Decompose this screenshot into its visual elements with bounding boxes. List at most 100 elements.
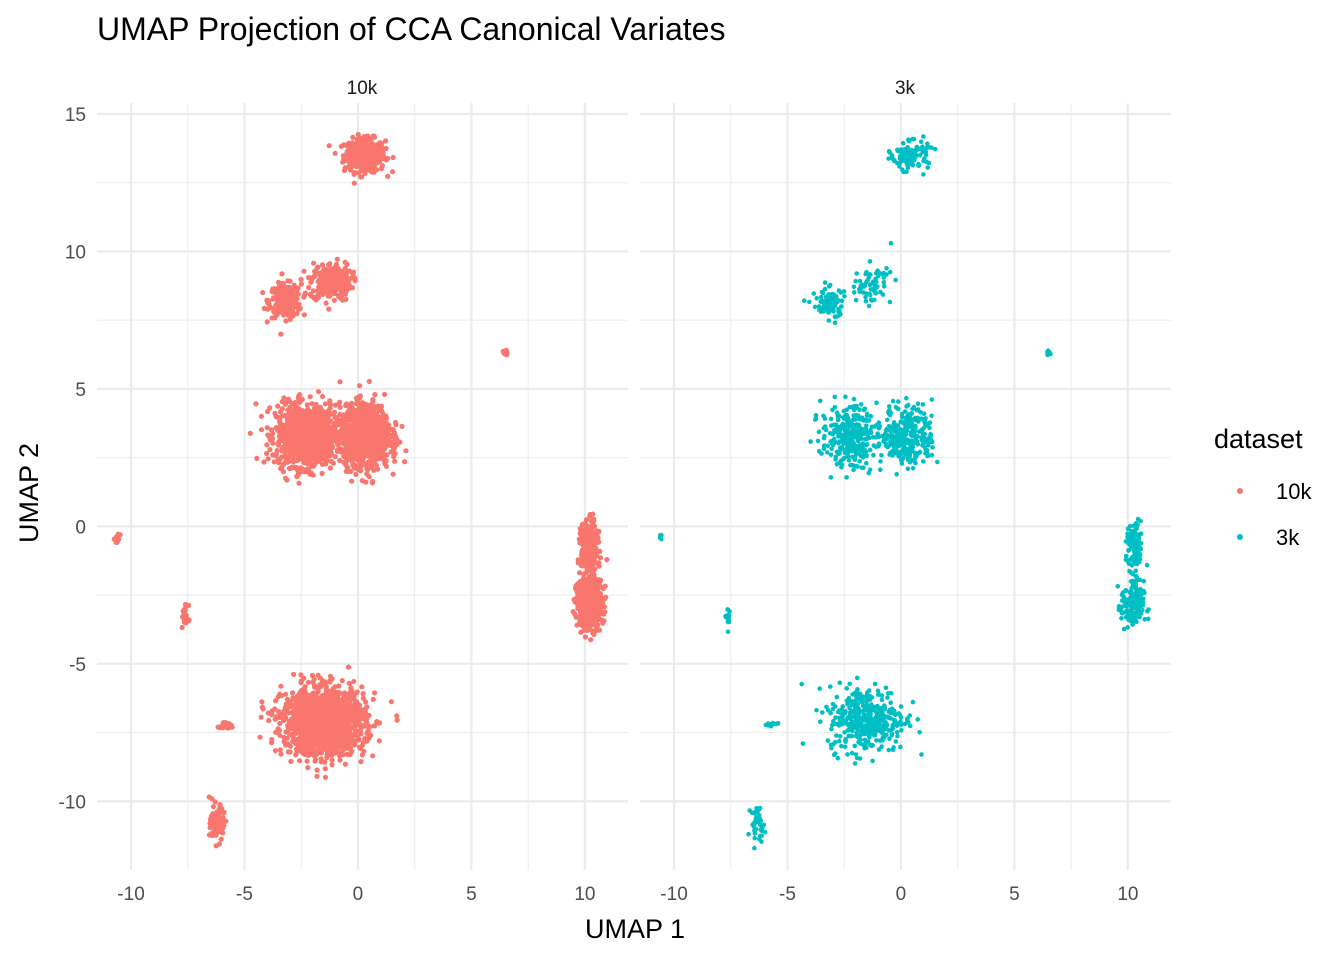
data-point bbox=[269, 289, 274, 294]
data-point bbox=[306, 427, 311, 432]
data-point bbox=[390, 169, 395, 174]
data-point bbox=[577, 537, 582, 542]
data-point bbox=[593, 550, 598, 555]
data-point bbox=[343, 266, 348, 271]
data-point bbox=[337, 270, 342, 275]
data-point bbox=[368, 403, 373, 408]
data-point bbox=[329, 282, 334, 287]
data-point bbox=[361, 696, 366, 701]
data-point bbox=[289, 444, 294, 449]
data-point bbox=[294, 419, 299, 424]
facet-strip-label: 10k bbox=[347, 78, 378, 99]
data-point bbox=[278, 747, 283, 752]
data-point bbox=[365, 430, 370, 435]
data-point bbox=[326, 307, 331, 312]
data-point bbox=[281, 312, 286, 317]
data-point bbox=[603, 584, 608, 589]
data-point bbox=[357, 465, 362, 470]
data-point bbox=[290, 428, 295, 433]
data-point bbox=[265, 319, 270, 324]
x-axis-label: UMAP 1 bbox=[585, 914, 685, 944]
data-point bbox=[586, 558, 591, 563]
data-point bbox=[376, 451, 381, 456]
data-point bbox=[367, 440, 372, 445]
data-point bbox=[368, 424, 373, 429]
data-point bbox=[365, 465, 370, 470]
data-point bbox=[357, 437, 362, 442]
data-point bbox=[303, 291, 308, 296]
data-point bbox=[319, 275, 324, 280]
data-point bbox=[326, 262, 331, 267]
data-point bbox=[298, 277, 303, 282]
data-point bbox=[337, 447, 342, 452]
data-point bbox=[316, 673, 321, 678]
data-point bbox=[383, 414, 388, 419]
data-point bbox=[278, 684, 283, 689]
data-point bbox=[332, 415, 337, 420]
data-point bbox=[583, 634, 588, 639]
data-point bbox=[585, 582, 590, 587]
data-point bbox=[324, 459, 329, 464]
data-point bbox=[383, 138, 388, 143]
data-point bbox=[587, 610, 592, 615]
data-point bbox=[323, 401, 328, 406]
data-point bbox=[321, 425, 326, 430]
data-point bbox=[587, 596, 592, 601]
data-point bbox=[343, 417, 348, 422]
data-point bbox=[371, 409, 376, 414]
data-point bbox=[399, 424, 404, 429]
data-point bbox=[342, 168, 347, 173]
data-point bbox=[314, 774, 319, 779]
y-axis-label: UMAP 2 bbox=[14, 443, 44, 543]
data-point bbox=[356, 132, 361, 137]
data-point bbox=[277, 439, 282, 444]
data-point bbox=[594, 530, 599, 535]
data-point bbox=[259, 427, 264, 432]
data-point bbox=[301, 413, 306, 418]
x-tick-label: -10 bbox=[117, 884, 144, 905]
data-point bbox=[391, 155, 396, 160]
data-point bbox=[305, 402, 310, 407]
data-point bbox=[327, 398, 332, 403]
data-point bbox=[280, 306, 285, 311]
data-point bbox=[314, 445, 319, 450]
data-point bbox=[328, 465, 333, 470]
data-point bbox=[346, 455, 351, 460]
data-point bbox=[330, 758, 335, 763]
data-point bbox=[313, 453, 318, 458]
data-point bbox=[348, 412, 353, 417]
data-point bbox=[594, 601, 599, 606]
data-point bbox=[348, 146, 353, 151]
data-point bbox=[356, 157, 361, 162]
data-point bbox=[280, 413, 285, 418]
data-point bbox=[359, 684, 364, 689]
data-point bbox=[583, 521, 588, 526]
data-point bbox=[261, 459, 266, 464]
data-point bbox=[318, 405, 323, 410]
data-point bbox=[352, 181, 357, 186]
data-point bbox=[315, 427, 320, 432]
data-point bbox=[351, 270, 356, 275]
data-point bbox=[587, 533, 592, 538]
data-point bbox=[284, 458, 289, 463]
data-point bbox=[266, 718, 271, 723]
data-point bbox=[312, 274, 317, 279]
data-point bbox=[374, 419, 379, 424]
data-point bbox=[356, 395, 361, 400]
data-point bbox=[596, 560, 601, 565]
data-point bbox=[305, 416, 310, 421]
data-point bbox=[579, 602, 584, 607]
data-point bbox=[337, 379, 342, 384]
x-tick-label: 5 bbox=[466, 884, 477, 905]
data-point bbox=[372, 392, 377, 397]
data-point bbox=[308, 394, 313, 399]
data-point bbox=[598, 591, 603, 596]
data-point bbox=[248, 431, 253, 436]
data-point bbox=[337, 437, 342, 442]
data-point bbox=[277, 420, 282, 425]
data-point bbox=[587, 541, 592, 546]
data-point bbox=[254, 456, 259, 461]
data-point bbox=[362, 421, 367, 426]
data-point bbox=[343, 260, 348, 265]
data-point bbox=[403, 448, 408, 453]
